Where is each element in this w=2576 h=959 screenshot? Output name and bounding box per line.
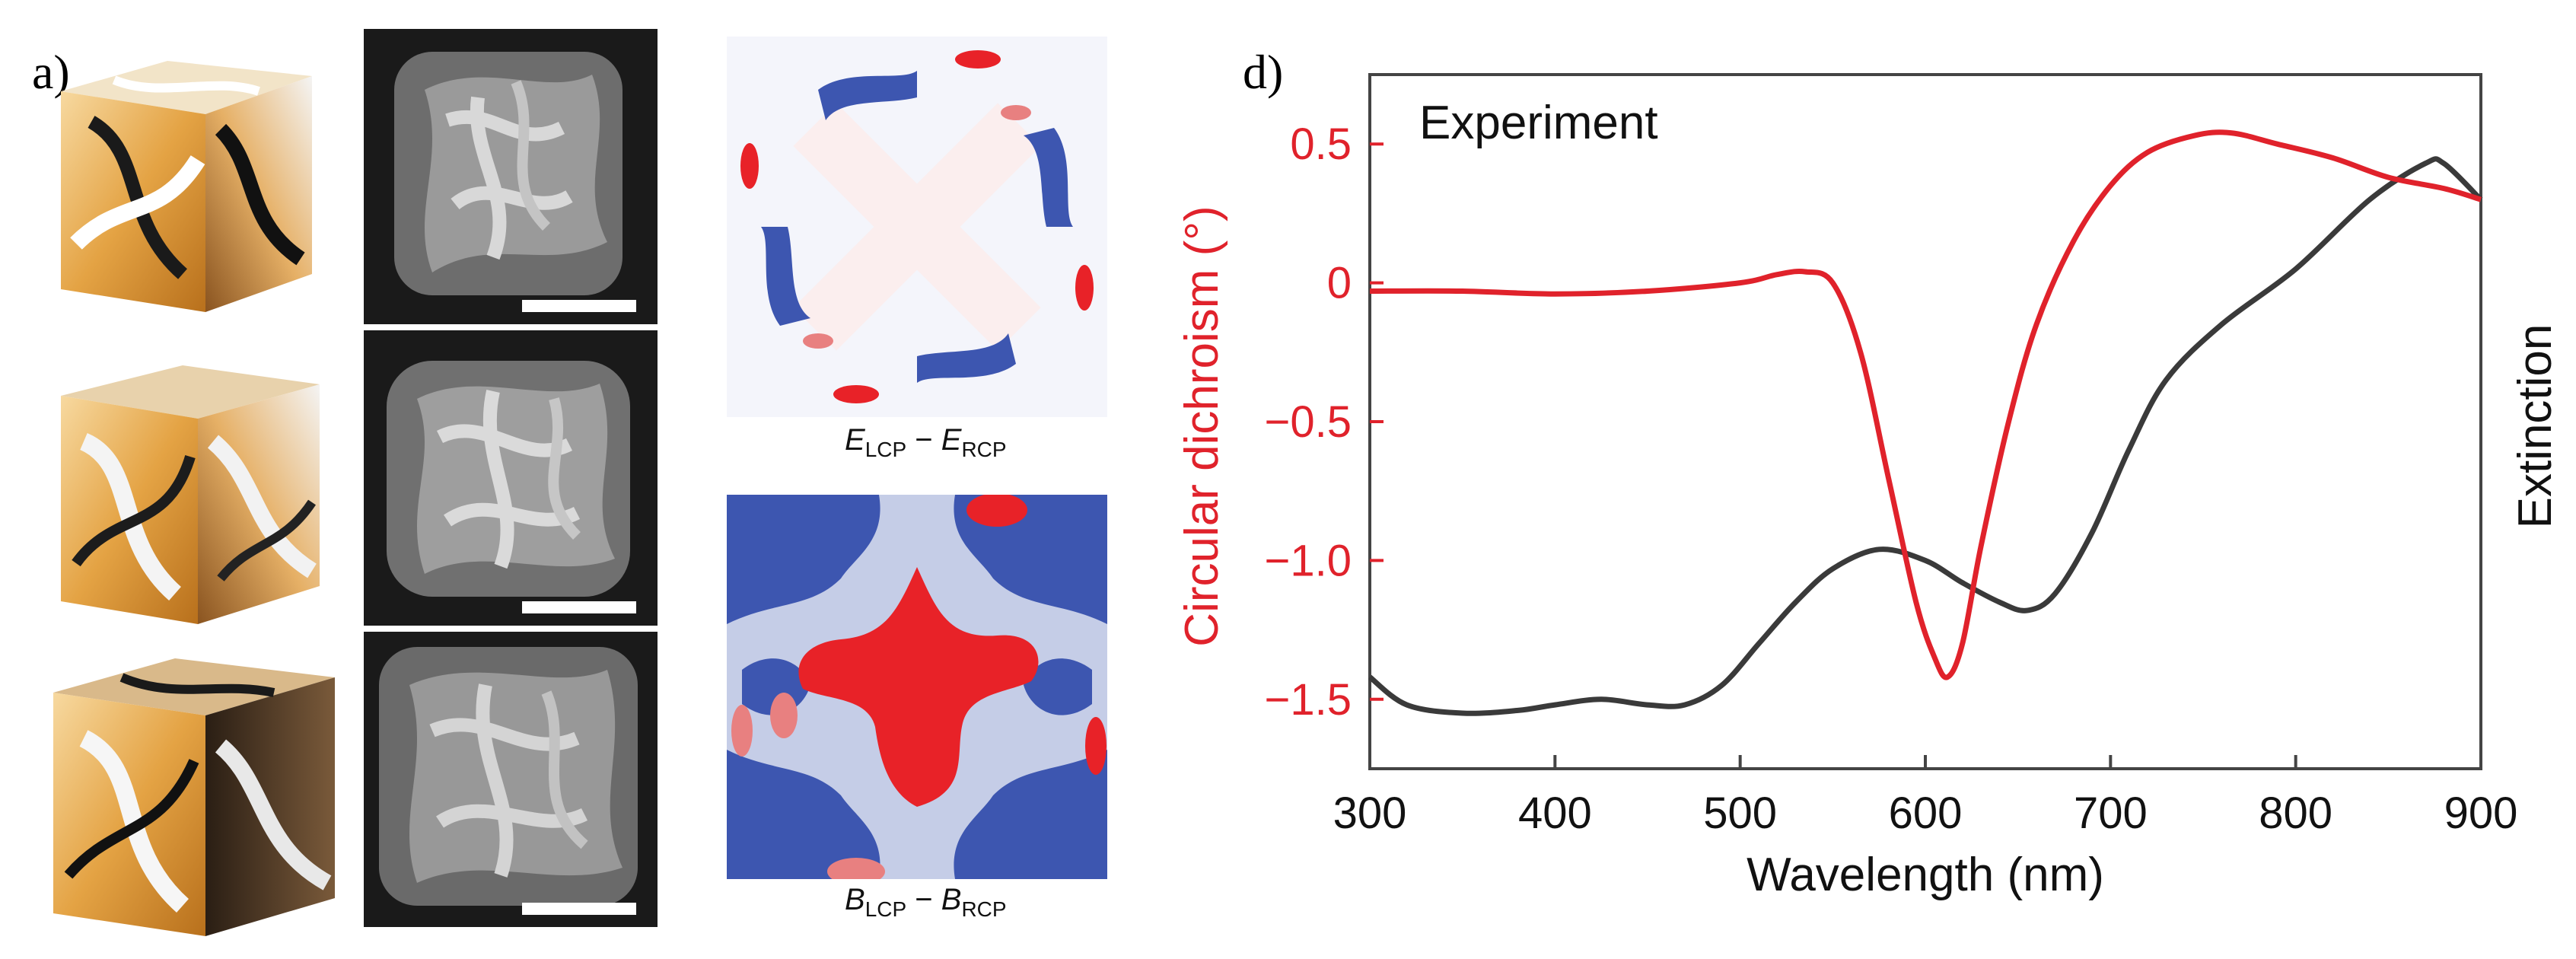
cube-2 — [61, 365, 320, 624]
x-axis-label: Wavelength (nm) — [1747, 849, 2104, 901]
scale-bar — [522, 903, 636, 915]
x-tick-label: 400 — [1518, 789, 1592, 838]
x-tick-label: 700 — [2074, 789, 2148, 838]
x-tick-label: 800 — [2259, 789, 2332, 838]
x-tick-label: 300 — [1333, 789, 1407, 838]
sem-image-1 — [364, 29, 658, 324]
b-field-caption: BLCP − BRCP — [845, 883, 1007, 921]
e-field-caption: ELCP − ERCP — [845, 423, 1007, 461]
cube-renderings — [53, 61, 335, 936]
e-field-map — [727, 37, 1107, 417]
series-circular-dichroism — [1369, 129, 2482, 680]
y-tick-label: −1.0 — [1265, 536, 1352, 585]
cube-1 — [61, 61, 312, 312]
b-field-map — [727, 495, 1107, 879]
panel-a-label: a) — [32, 45, 70, 99]
y-tick-label: 0.5 — [1290, 119, 1352, 169]
scale-bar — [522, 601, 636, 613]
sem-image-2 — [364, 330, 658, 626]
panel-d-label: d) — [1243, 45, 1284, 99]
y-axis-label-right: Extinction — [2509, 324, 2562, 529]
plot-frame — [1368, 73, 2482, 770]
series-extinction — [1368, 156, 2483, 716]
y-tick-label: 0 — [1327, 259, 1352, 308]
cube-3 — [53, 658, 335, 936]
x-tick-label: 900 — [2444, 789, 2518, 838]
scale-bar — [522, 300, 636, 312]
y-axis-label-left: Circular dichroism (°) — [1176, 206, 1228, 646]
x-tick-label: 500 — [1703, 789, 1777, 838]
chart-annotation: Experiment — [1419, 97, 1658, 149]
sem-image-3 — [364, 632, 658, 927]
y-tick-label: −0.5 — [1265, 397, 1352, 447]
x-tick-label: 600 — [1889, 789, 1963, 838]
y-tick-label: −1.5 — [1265, 675, 1352, 725]
